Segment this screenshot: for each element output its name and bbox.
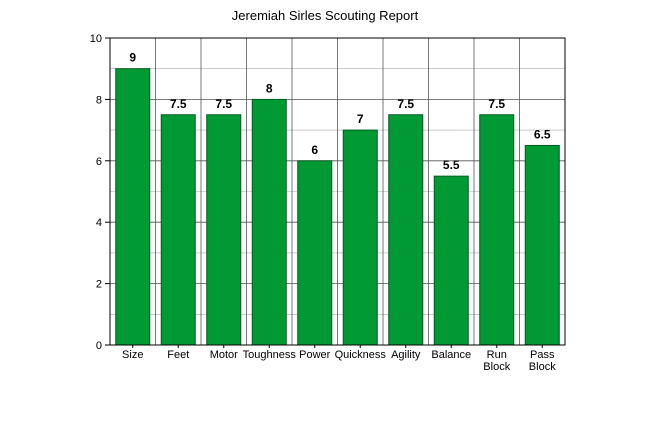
x-tick-label-line: Size <box>122 349 143 361</box>
x-tick-label: Balance <box>431 349 471 361</box>
x-tick-label-line: Block <box>529 361 556 373</box>
x-tick-label: Agility <box>391 349 421 361</box>
y-tick-label: 0 <box>96 340 102 352</box>
x-tick-label-line: Balance <box>431 349 471 361</box>
y-tick-label: 2 <box>96 279 102 291</box>
data-label: 7 <box>357 112 364 126</box>
y-tick-label: 4 <box>96 217 102 229</box>
y-tick-label: 6 <box>96 156 102 168</box>
bar <box>115 68 151 346</box>
x-tick-label: Size <box>122 349 143 361</box>
x-tick-label: Run Block <box>483 349 510 373</box>
bar <box>479 114 515 346</box>
data-labels: 9 7.5 7.5 8 6 7 7.5 5.5 7.5 6.5 <box>129 51 551 172</box>
x-tick-label: Quickness <box>335 349 387 361</box>
plot-frame <box>109 37 566 346</box>
x-tick-label-line: Toughness <box>243 349 297 361</box>
data-label: 6 <box>311 143 318 157</box>
data-label: 5.5 <box>443 158 460 172</box>
bar <box>297 160 333 346</box>
data-label: 6.5 <box>534 127 551 141</box>
x-tick-label-line: Block <box>483 361 510 373</box>
bars <box>115 68 560 346</box>
bar <box>388 114 424 346</box>
y-tick-label: 8 <box>96 94 102 106</box>
data-label: 7.5 <box>397 97 414 111</box>
bar <box>251 98 287 346</box>
data-label: 7.5 <box>170 97 187 111</box>
x-tick-label-line: Feet <box>167 349 189 361</box>
x-tick-label-line: Pass <box>530 349 555 361</box>
x-tick-label: Toughness <box>243 349 297 361</box>
bar <box>160 114 196 346</box>
x-tick-label-line: Power <box>299 349 331 361</box>
data-label: 8 <box>266 81 273 95</box>
x-tick-label: Power <box>299 349 331 361</box>
x-tick-label-line: Run <box>487 349 507 361</box>
bar <box>206 114 242 346</box>
data-label: 9 <box>129 51 136 65</box>
x-tick-label-line: Agility <box>391 349 421 361</box>
chart-title: Jeremiah Sirles Scouting Report <box>232 8 419 23</box>
y-tick-label: 10 <box>90 33 102 45</box>
x-tick-label: Pass Block <box>529 349 556 373</box>
x-tick-label-line: Quickness <box>335 349 387 361</box>
x-tick-label: Feet <box>167 349 189 361</box>
data-label: 7.5 <box>215 97 232 111</box>
x-tick-label: Motor <box>210 349 238 361</box>
bar <box>433 175 469 346</box>
x-tick-label-line: Motor <box>210 349 238 361</box>
data-label: 7.5 <box>488 97 505 111</box>
bar <box>524 144 560 346</box>
x-axis: Size Feet Motor Toughness Power Quickness Agil… <box>122 345 556 373</box>
bar <box>342 129 378 346</box>
y-axis: 0 2 4 6 8 10 <box>90 33 110 352</box>
